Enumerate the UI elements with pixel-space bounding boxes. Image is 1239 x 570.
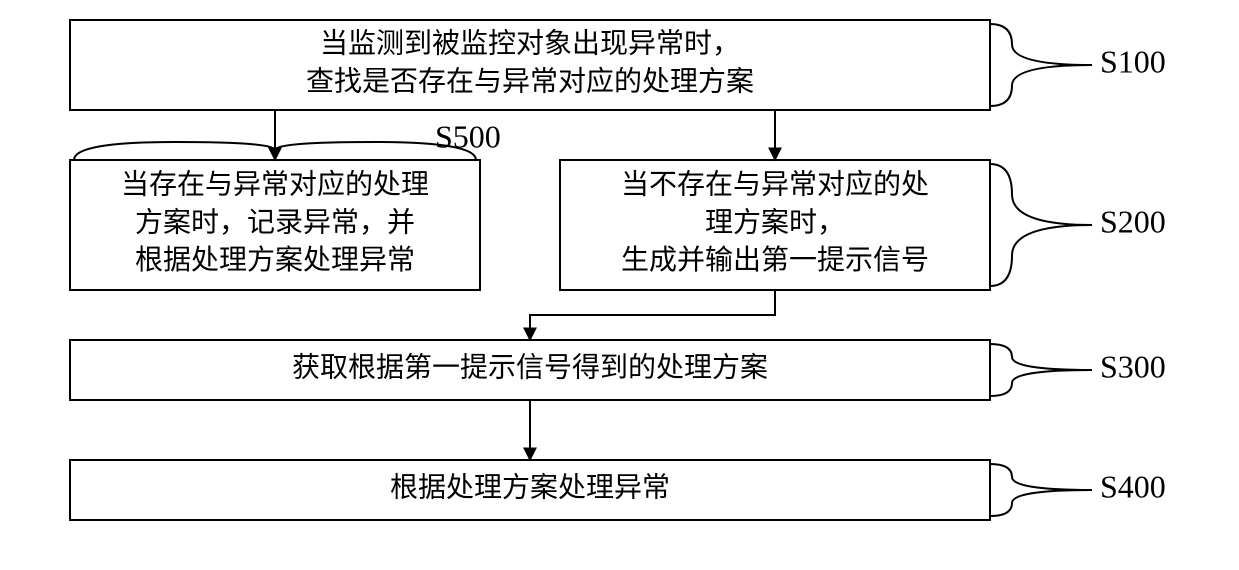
label-s300: S300 <box>1100 348 1166 384</box>
box-s200: 当不存在与异常对应的处理方案时， 生成并输出第一提示信号 <box>560 160 990 290</box>
label-s400: S400 <box>1100 468 1166 504</box>
box-s500: 当存在与异常对应的处理方案时，记录异常，并根据处理方案处理异常 <box>70 160 480 290</box>
box-s200-line-0: 当不存在与异常对应的处 <box>621 169 929 201</box>
brace-s400 <box>990 464 1092 516</box>
box-s100-line-1: 查找是否存在与异常对应的处理方案 <box>306 65 754 97</box>
label-s500: S500 <box>435 118 501 154</box>
box-s300: 获取根据第一提示信号得到的处理方案 <box>70 340 990 400</box>
brace-s300 <box>990 344 1092 396</box>
box-s100-line-0: 当监测到被监控对象出现异常时， <box>320 28 740 60</box>
arrow-s200_to_s300 <box>530 290 775 340</box>
box-s200-line-2: 生成并输出第一提示信号 <box>621 244 929 276</box>
label-s200: S200 <box>1100 203 1166 239</box>
box-s300-line-0: 获取根据第一提示信号得到的处理方案 <box>292 351 768 383</box>
box-s400: 根据处理方案处理异常 <box>70 460 990 520</box>
box-s500-line-0: 当存在与异常对应的处理 <box>121 169 429 201</box>
box-s200-line-1: 理方案时， <box>705 206 845 238</box>
box-s100: 当监测到被监控对象出现异常时， 查找是否存在与异常对应的处理方案 <box>70 20 990 110</box>
flowchart: 当监测到被监控对象出现异常时， 查找是否存在与异常对应的处理方案当存在与异常对应的… <box>0 0 1239 570</box>
label-s100: S100 <box>1100 43 1166 79</box>
box-s500-line-1: 方案时，记录异常，并 <box>135 206 415 238</box>
brace-s100 <box>990 24 1092 106</box>
box-s500-line-2: 根据处理方案处理异常 <box>135 244 415 276</box>
brace-s200 <box>990 164 1092 286</box>
box-s400-line-0: 根据处理方案处理异常 <box>390 471 670 503</box>
